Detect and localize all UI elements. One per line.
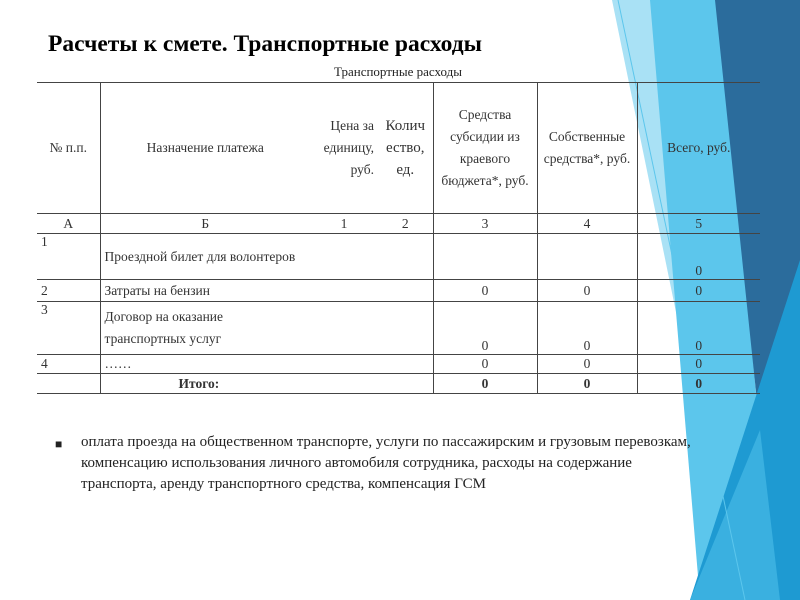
row-num: 3 (37, 301, 100, 355)
total-label: Итого: (99, 373, 433, 394)
code-b: Б (99, 213, 310, 234)
bullet-text: оплата проезда на общественном транспорт… (81, 434, 691, 492)
row-name: …… (99, 354, 310, 374)
row-price (310, 279, 378, 302)
header-qty: Количество, ед. (378, 82, 433, 214)
row-total: 0 (636, 233, 760, 280)
mid-blue-shape (690, 260, 800, 600)
transport-expenses-table: № п.п. Назначение платежа Цена за единиц… (37, 82, 760, 394)
column-codes-row: А Б 1 2 3 4 5 (37, 213, 760, 234)
row-own: 0 (536, 301, 637, 355)
row-total: 0 (636, 301, 760, 355)
table-row: 2 Затраты на бензин 0 0 0 (37, 279, 760, 302)
code-4: 4 (536, 213, 637, 234)
table-row: 4 …… 0 0 0 (37, 354, 760, 374)
row-subsidy: 0 (432, 301, 537, 355)
bullet-list: ■ оплата проезда на общественном транспо… (55, 432, 695, 495)
total-own: 0 (536, 373, 637, 394)
row-own (536, 233, 637, 280)
total-empty-cell (37, 373, 100, 394)
table-header-row: № п.п. Назначение платежа Цена за единиц… (37, 82, 760, 214)
code-2: 2 (378, 213, 433, 234)
code-3: 3 (432, 213, 537, 234)
row-subsidy: 0 (432, 354, 537, 374)
row-price (310, 233, 378, 280)
row-name: Проездной билет для волонтеров (99, 233, 310, 280)
row-own: 0 (536, 279, 637, 302)
row-price (310, 354, 378, 374)
row-subsidy: 0 (432, 279, 537, 302)
code-5: 5 (636, 213, 760, 234)
code-a: А (37, 213, 100, 234)
light-blue-lower-shape (690, 430, 780, 600)
header-total: Всего, руб. (636, 82, 760, 214)
row-num: 1 (37, 233, 100, 280)
code-1: 1 (310, 213, 378, 234)
table-row: 1 Проездной билет для волонтеров 0 (37, 233, 760, 280)
row-name: Затраты на бензин (99, 279, 310, 302)
table-row: 3 Договор на оказание транспортных услуг… (37, 301, 760, 355)
table-caption: Транспортные расходы (334, 64, 462, 79)
total-total: 0 (636, 373, 760, 394)
header-num: № п.п. (37, 82, 100, 214)
bullet-square-icon: ■ (55, 437, 63, 451)
row-num: 4 (37, 354, 100, 374)
total-row: Итого: 0 0 0 (37, 373, 760, 394)
row-qty (378, 301, 433, 355)
header-purpose: Назначение платежа (99, 82, 310, 214)
row-qty (378, 279, 433, 302)
total-subsidy: 0 (432, 373, 537, 394)
row-price (310, 301, 378, 355)
row-total: 0 (636, 279, 760, 302)
row-qty (378, 354, 433, 374)
row-own: 0 (536, 354, 637, 374)
row-num: 2 (37, 279, 100, 302)
row-total: 0 (636, 354, 760, 374)
row-subsidy (432, 233, 537, 280)
header-own: Собственные средства*, руб. (536, 82, 637, 214)
header-price: Цена за единицу, руб. (310, 82, 378, 214)
row-qty (378, 233, 433, 280)
slide-title: Расчеты к смете. Транспортные расходы (48, 31, 482, 57)
row-name: Договор на оказание транспортных услуг (99, 301, 310, 355)
header-subsidy: Средства субсидии из краевого бюджета*, … (432, 82, 537, 214)
